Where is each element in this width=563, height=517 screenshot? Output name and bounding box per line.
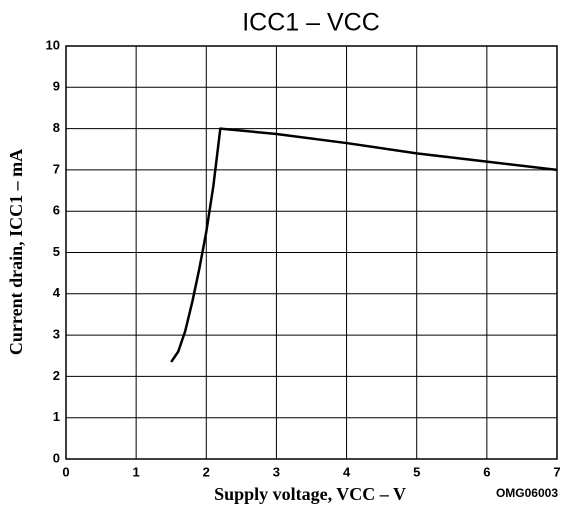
y-tick-label: 7 bbox=[53, 161, 60, 176]
chart-title: ICC1 – VCC bbox=[242, 9, 380, 37]
x-tick-label: 2 bbox=[203, 464, 210, 479]
x-tick-label: 0 bbox=[62, 464, 69, 479]
y-tick-label: 2 bbox=[53, 368, 60, 383]
y-tick-label: 4 bbox=[53, 285, 61, 300]
y-tick-label: 6 bbox=[53, 203, 60, 218]
x-tick-label: 3 bbox=[273, 464, 280, 479]
y-tick-label: 0 bbox=[53, 450, 60, 465]
y-axis-label: Current drain, ICC1 – mA bbox=[6, 149, 26, 355]
y-tick-label: 10 bbox=[46, 37, 60, 52]
x-tick-label: 4 bbox=[343, 464, 351, 479]
data-line bbox=[170, 127, 558, 363]
y-tick-label: 9 bbox=[53, 79, 60, 94]
x-tick-label: 5 bbox=[413, 464, 420, 479]
y-tick-label: 3 bbox=[53, 327, 60, 342]
y-tick-label: 1 bbox=[53, 409, 60, 424]
annotation: OMG06003 bbox=[496, 486, 558, 500]
x-tick-label: 7 bbox=[553, 464, 560, 479]
x-tick-label: 6 bbox=[483, 464, 490, 479]
y-tick-label: 5 bbox=[53, 244, 60, 259]
x-tick-label: 1 bbox=[133, 464, 140, 479]
plot-frame bbox=[65, 45, 558, 460]
x-axis-label: Supply voltage, VCC – V bbox=[214, 484, 406, 504]
y-tick-label: 8 bbox=[53, 120, 60, 135]
